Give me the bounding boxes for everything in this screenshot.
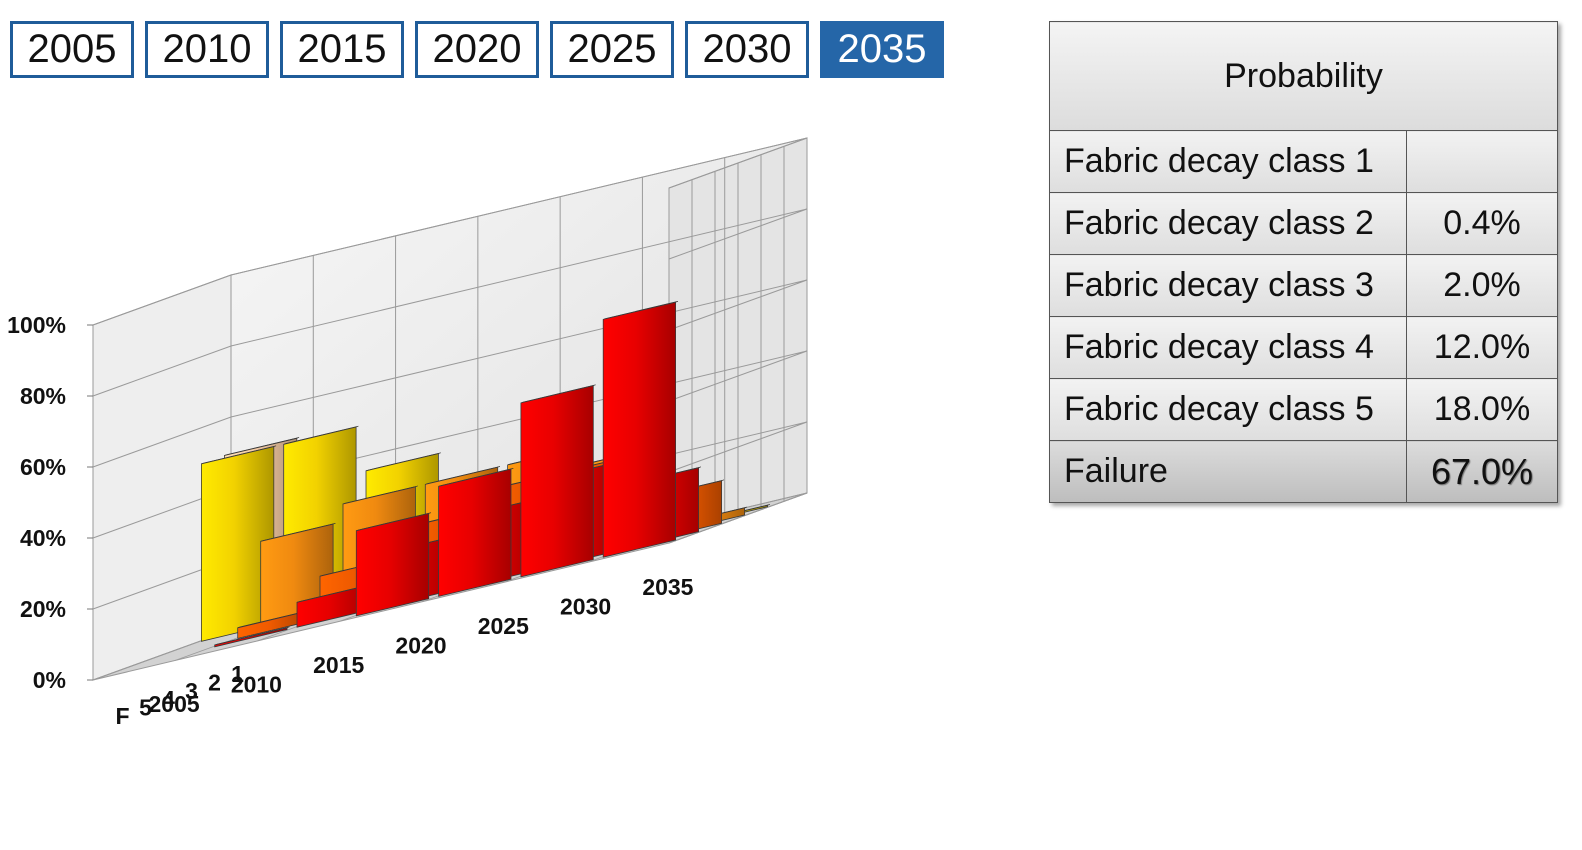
class-tick-label: 4 [162, 686, 175, 712]
table-header-row: Probability [1049, 21, 1558, 131]
table-header: Probability [1049, 21, 1558, 131]
tab-2025[interactable]: 2025 [550, 21, 674, 78]
bar-2015-class-5 [296, 584, 372, 628]
y-tick-label: 60% [20, 454, 66, 480]
table-row-failure: Failure 67.0% [1049, 440, 1558, 503]
table-row: Fabric decay class 5 18.0% [1049, 378, 1558, 441]
y-tick-label: 20% [20, 596, 66, 622]
bar-front [602, 301, 676, 558]
year-tick-label: 2020 [395, 633, 446, 659]
tab-2015[interactable]: 2015 [280, 21, 404, 78]
bar-2010-class-5 [214, 626, 290, 648]
row-label: Fabric decay class 4 [1049, 316, 1407, 379]
tab-2030[interactable]: 2030 [685, 21, 809, 78]
bar-2005-class-2 [200, 445, 277, 642]
year-tick-label: 2025 [478, 613, 529, 639]
year-tick-label: 2030 [560, 593, 611, 619]
bar-front [438, 468, 512, 597]
bar-2035-class-F [602, 301, 679, 558]
class-tick-label: F [115, 703, 129, 729]
table-row: Fabric decay class 4 12.0% [1049, 316, 1558, 379]
bar-2030-class-F [520, 384, 596, 578]
year-tick-label: 2010 [231, 672, 282, 698]
y-tick-label: 0% [33, 667, 66, 693]
bar-2025-class-F [438, 468, 514, 597]
year-tick-label: 2005 [149, 691, 200, 717]
tab-2010[interactable]: 2010 [145, 21, 269, 78]
row-label: Fabric decay class 3 [1049, 254, 1407, 317]
class-tick-label: 2 [208, 670, 221, 696]
tab-2035[interactable]: 2035 [820, 21, 944, 78]
y-tick-label: 40% [20, 525, 66, 551]
y-tick-label: 80% [20, 383, 66, 409]
class-tick-label: 5 [139, 695, 152, 721]
tab-2005[interactable]: 2005 [10, 21, 134, 78]
y-tick-label: 100% [7, 312, 66, 338]
row-label: Fabric decay class 2 [1049, 192, 1407, 255]
row-value: 2.0% [1406, 254, 1558, 317]
row-value: 0.4% [1406, 192, 1558, 255]
tab-2020[interactable]: 2020 [415, 21, 539, 78]
bar-front [355, 512, 430, 617]
row-label: Fabric decay class 5 [1049, 378, 1407, 441]
year-tick-label: 2015 [313, 652, 364, 678]
row-value: 12.0% [1406, 316, 1558, 379]
year-tick-label: 2035 [642, 574, 693, 600]
row-label: Fabric decay class 1 [1049, 130, 1407, 193]
class-tick-label: 3 [185, 678, 198, 704]
row-value: 67.0% [1406, 440, 1558, 503]
year-tabs: 2005 2010 2015 2020 2025 2030 2035 [10, 21, 944, 78]
bar-front [214, 627, 288, 648]
table-row: Fabric decay class 2 0.4% [1049, 192, 1558, 255]
row-value: 18.0% [1406, 378, 1558, 441]
table-row: Fabric decay class 1 [1049, 130, 1558, 193]
class-tick-label: 1 [231, 661, 244, 687]
row-value [1406, 130, 1558, 193]
table-row: Fabric decay class 3 2.0% [1049, 254, 1558, 317]
probability-table: Probability Fabric decay class 1 Fabric … [1049, 21, 1558, 503]
row-label: Failure [1049, 440, 1407, 503]
bar-2020-class-F [355, 512, 432, 617]
bar-front [520, 385, 594, 578]
